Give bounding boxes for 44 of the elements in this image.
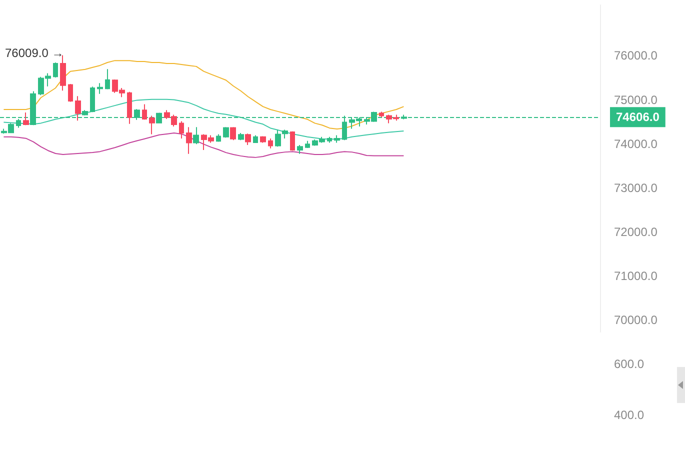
candlestick — [379, 111, 384, 118]
candlestick — [216, 134, 221, 142]
candlestick — [68, 84, 73, 102]
candlestick — [60, 54, 66, 92]
candlestick — [282, 129, 288, 140]
candlestick — [75, 96, 81, 122]
candlestick — [179, 120, 184, 140]
y-tick-label: 73000.0 — [614, 180, 658, 195]
candlestick — [238, 132, 244, 141]
candlestick — [290, 130, 295, 152]
candlestick — [105, 68, 110, 90]
candlestick — [305, 140, 310, 149]
y-tick-label: 76000.0 — [614, 48, 658, 63]
candlestick — [327, 136, 332, 144]
y-tick-label: 70000.0 — [614, 313, 658, 328]
candlestick — [223, 126, 229, 138]
candlestick — [334, 134, 340, 144]
candlestick — [268, 138, 273, 149]
line-series — [3, 132, 404, 158]
text: 400.0 — [614, 408, 644, 422]
line-series — [3, 98, 404, 140]
candlestick — [149, 115, 155, 135]
y-tick-label: 75000.0 — [614, 92, 658, 107]
candlestick — [193, 126, 199, 145]
candlestick — [142, 104, 147, 120]
candlestick — [230, 126, 236, 141]
candlestick — [260, 136, 266, 144]
candlestick — [97, 82, 103, 94]
candlestick — [275, 129, 281, 148]
y-tick-label: 74000.0 — [614, 136, 658, 151]
line-series — [3, 60, 404, 130]
ref-line-label: 74606.0 — [616, 110, 660, 124]
candlestick — [186, 126, 192, 154]
candlestick — [23, 112, 29, 126]
candlestick — [90, 86, 95, 113]
candlestick — [53, 62, 58, 78]
text: 600.0 — [614, 357, 644, 371]
candlestick — [245, 133, 251, 146]
y-tick-label: 72000.0 — [614, 224, 658, 239]
candlestick — [297, 144, 303, 154]
y-tick-label: 71000.0 — [614, 269, 658, 284]
candlestick — [253, 134, 258, 144]
candlestick — [127, 91, 132, 124]
annotation: 76009.0 → — [5, 46, 64, 60]
